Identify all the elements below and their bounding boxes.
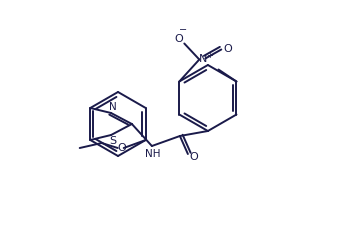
Text: −: − xyxy=(179,25,187,35)
Text: O: O xyxy=(223,44,232,54)
Text: N: N xyxy=(109,102,117,112)
Text: S: S xyxy=(110,136,117,146)
Text: N: N xyxy=(199,54,208,63)
Text: O: O xyxy=(174,33,183,44)
Text: O: O xyxy=(190,152,198,162)
Text: O: O xyxy=(117,143,126,153)
Text: NH: NH xyxy=(145,149,161,159)
Text: +: + xyxy=(206,51,213,60)
